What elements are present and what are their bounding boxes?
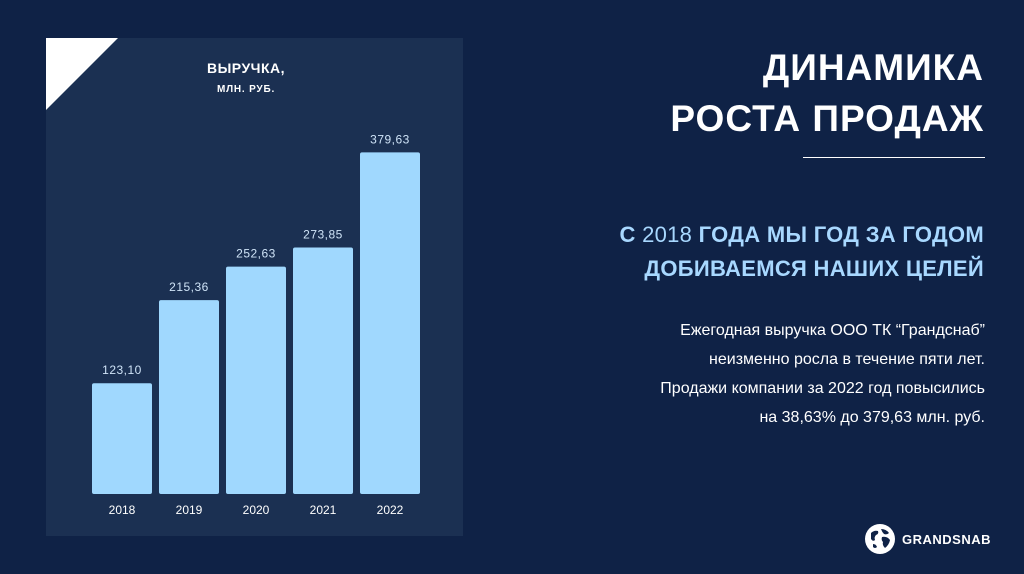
- title-divider: [803, 157, 985, 158]
- chart-unit: МЛН. РУБ.: [216, 84, 276, 95]
- x-tick-2019: 2019: [176, 503, 203, 517]
- x-tick-2018: 2018: [109, 503, 136, 517]
- description-line-2: неизменно росла в течение пяти лет.: [709, 351, 985, 368]
- x-tick-2021: 2021: [310, 503, 337, 517]
- page-title: ДИНАМИКА РОСТА ПРОДАЖ: [670, 42, 984, 144]
- bar-2022: [360, 152, 420, 494]
- bar-chart: 123,10 2018 215,36 2019 252,63 2020 273,85 2021…: [92, 132, 420, 517]
- chart-panel: ВЫРУЧКА, МЛН. РУБ. 123,10 2018 215,36 2019 2…: [46, 38, 463, 536]
- subheadline-prefix: С: [619, 222, 643, 247]
- data-label-2022: 379,63: [370, 132, 410, 146]
- bar-2018: [92, 383, 152, 494]
- data-label-2021: 273,85: [303, 228, 343, 242]
- subheadline: С 2018 ГОДА МЫ ГОД ЗА ГОДОМ ДОБИВАЕМСЯ Н…: [619, 218, 984, 286]
- x-tick-2022: 2022: [377, 503, 404, 517]
- subheadline-year: 2018: [642, 222, 693, 247]
- description-line-1: Ежегодная выручка ООО ТК “Грандснаб”: [680, 322, 985, 339]
- description-line-4: на 38,63% до 379,63 млн. руб.: [759, 409, 985, 426]
- subheadline-line-2: ДОБИВАЕМСЯ НАШИХ ЦЕЛЕЙ: [644, 256, 984, 281]
- description: Ежегодная выручка ООО ТК “Грандснаб” неи…: [660, 316, 985, 432]
- x-tick-2020: 2020: [243, 503, 270, 517]
- bar-2021: [293, 247, 353, 494]
- data-label-2020: 252,63: [236, 247, 276, 261]
- brand-logo: GRANDSNAB: [864, 522, 991, 556]
- description-line-3: Продажи компании за 2022 год повысились: [660, 380, 985, 397]
- page-title-line-1: ДИНАМИКА: [762, 47, 984, 88]
- bar-2020: [226, 266, 286, 494]
- globe-icon: [865, 524, 895, 554]
- bar-2019: [159, 300, 219, 494]
- corner-fold-decoration: [46, 38, 118, 110]
- subheadline-line-1: С 2018 ГОДА МЫ ГОД ЗА ГОДОМ: [619, 218, 984, 252]
- page-title-line-2: РОСТА ПРОДАЖ: [670, 98, 984, 139]
- data-label-2018: 123,10: [102, 363, 142, 377]
- subheadline-rest: ГОДА МЫ ГОД ЗА ГОДОМ: [692, 222, 984, 247]
- chart-title: ВЫРУЧКА,: [206, 60, 286, 76]
- brand-name: GRANDSNAB: [902, 531, 991, 547]
- data-label-2019: 215,36: [169, 280, 209, 294]
